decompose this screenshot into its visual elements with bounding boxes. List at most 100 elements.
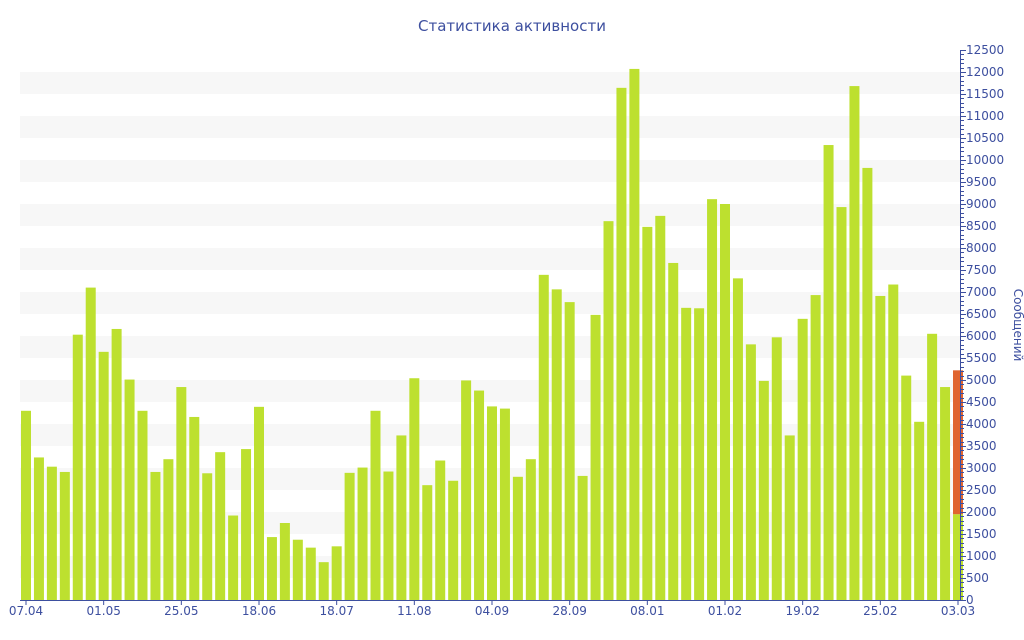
bar — [150, 471, 161, 600]
bar — [616, 87, 627, 601]
bar — [655, 215, 666, 600]
bar — [111, 328, 122, 600]
y-tick-label: 7000 — [966, 285, 997, 299]
x-tick-label: 25.05 — [164, 604, 198, 618]
bar — [888, 284, 899, 600]
bar — [370, 410, 381, 600]
bar — [33, 457, 44, 600]
bar — [823, 145, 834, 601]
bar — [512, 476, 523, 600]
x-axis-ticks: 07.04 01.05 25.05 18.06 18.07 11.08 04.09 28.09… — [9, 600, 975, 618]
y-tick-label: 9500 — [966, 175, 997, 189]
bar — [46, 466, 57, 600]
x-tick-label: 07.04 — [9, 604, 43, 618]
bar — [279, 523, 290, 600]
x-tick-label: 19.02 — [785, 604, 819, 618]
bar — [694, 308, 705, 600]
bar — [85, 287, 96, 600]
bar — [202, 473, 213, 600]
y-tick-label: 1000 — [966, 549, 997, 563]
bar — [849, 86, 860, 600]
bar — [137, 410, 148, 600]
y-tick-label: 6500 — [966, 307, 997, 321]
bar — [228, 515, 239, 600]
bar — [720, 204, 730, 600]
y-tick-label: 10000 — [966, 153, 1004, 167]
bar — [953, 514, 963, 600]
grid-band — [20, 116, 960, 138]
bar — [409, 378, 420, 600]
bar — [525, 459, 536, 600]
grid-band — [20, 160, 960, 182]
y-tick-label: 8000 — [966, 241, 997, 255]
bar — [331, 546, 342, 600]
bar — [344, 472, 355, 600]
x-tick-label: 28.09 — [552, 604, 586, 618]
bar — [241, 449, 252, 600]
y-tick-label: 3000 — [966, 461, 997, 475]
bar — [487, 406, 497, 600]
x-tick-label: 18.07 — [319, 604, 353, 618]
bar — [927, 333, 938, 600]
x-tick-label: 11.08 — [397, 604, 431, 618]
bar — [72, 334, 83, 600]
bar — [707, 199, 718, 600]
y-tick-label: 8500 — [966, 219, 997, 233]
bar — [292, 539, 303, 600]
y-tick-label: 5500 — [966, 351, 997, 365]
bar-highlight-segment — [953, 370, 963, 515]
x-tick-label: 03.03 — [941, 604, 975, 618]
y-tick-label: 1500 — [966, 527, 997, 541]
bar — [163, 459, 174, 600]
y-tick-label: 9000 — [966, 197, 997, 211]
chart-title: Статистика активности — [418, 17, 606, 35]
y-tick-label: 7500 — [966, 263, 997, 277]
x-tick-label: 25.02 — [863, 604, 897, 618]
bar — [784, 435, 795, 600]
bar — [435, 460, 446, 600]
bars — [21, 68, 963, 601]
bar — [732, 278, 743, 600]
bar — [914, 421, 925, 600]
grid-band — [20, 72, 960, 94]
y-tick-label: 10500 — [966, 131, 1004, 145]
bar — [124, 379, 135, 600]
x-tick-label: 01.02 — [708, 604, 742, 618]
bar — [254, 406, 264, 600]
bar — [98, 351, 109, 600]
x-tick-label: 01.05 — [86, 604, 120, 618]
bar — [215, 452, 226, 600]
bar — [577, 475, 588, 600]
bar — [176, 387, 187, 600]
y-tick-label: 5000 — [966, 373, 997, 387]
bar — [499, 408, 510, 600]
bar — [357, 467, 368, 600]
bar — [603, 221, 614, 600]
bar — [940, 387, 951, 600]
y-tick-label: 11500 — [966, 87, 1004, 101]
x-tick-label: 18.06 — [242, 604, 276, 618]
bar — [448, 480, 459, 600]
bar — [797, 318, 808, 600]
y-tick-label: 2500 — [966, 483, 997, 497]
y-tick-label: 6000 — [966, 329, 997, 343]
bar — [758, 380, 769, 600]
bar — [745, 344, 756, 600]
bar — [474, 390, 485, 600]
y-tick-label: 12000 — [966, 65, 1004, 79]
y-axis-label: Сообщений — [1011, 289, 1024, 362]
y-axis-ticks: 0 500 1000 1500 2000 2500 3000 3500 4000 4500 5000… — [960, 43, 1004, 607]
bar — [862, 167, 873, 601]
y-tick-label: 3500 — [966, 439, 997, 453]
bar — [461, 380, 472, 600]
bar — [771, 337, 782, 600]
bar — [875, 295, 886, 600]
y-tick-label: 12500 — [966, 43, 1004, 57]
bar — [396, 435, 407, 600]
bar — [21, 410, 31, 600]
y-tick-label: 4000 — [966, 417, 997, 431]
bar — [836, 207, 847, 600]
bar — [564, 302, 575, 600]
bar — [422, 485, 433, 600]
